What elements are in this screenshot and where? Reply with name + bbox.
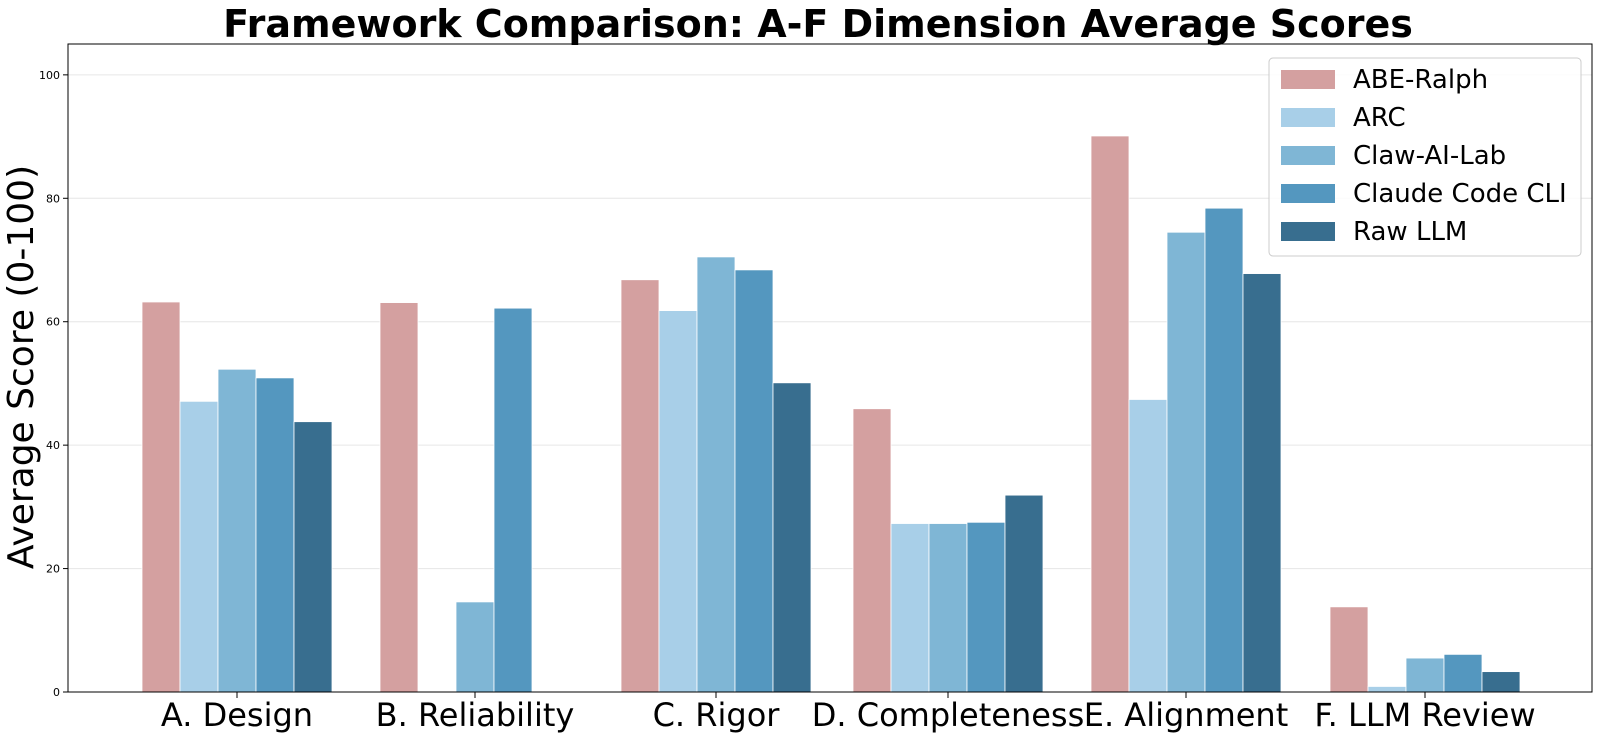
bar-arc bbox=[179, 400, 219, 693]
y-tick-label: 20 bbox=[46, 563, 60, 576]
bar-abe-ralph bbox=[1329, 606, 1369, 693]
x-tick-label: D. Completeness bbox=[812, 696, 1085, 734]
legend-label: ARC bbox=[1353, 103, 1406, 133]
bar-raw-llm bbox=[772, 382, 812, 693]
bar-arc bbox=[1128, 399, 1168, 693]
legend-label: Claude Code CLI bbox=[1353, 179, 1567, 209]
bars bbox=[141, 135, 1521, 693]
bar-abe-ralph bbox=[379, 302, 419, 693]
legend-swatch bbox=[1281, 70, 1335, 89]
bar-claw-ai-lab bbox=[1166, 231, 1206, 693]
legend-label: Raw LLM bbox=[1353, 217, 1467, 247]
y-tick-label: 40 bbox=[46, 439, 60, 452]
bar-claude-code-cli bbox=[1204, 207, 1244, 693]
y-axis-label: Average Score (0-100) bbox=[1, 165, 42, 569]
legend-swatch bbox=[1281, 146, 1335, 165]
bar-arc bbox=[658, 310, 698, 693]
bar-raw-llm bbox=[1481, 671, 1521, 693]
legend-box bbox=[1268, 57, 1582, 257]
y-tick-label: 80 bbox=[46, 192, 60, 205]
y-tick-label: 0 bbox=[53, 686, 60, 699]
bar-abe-ralph bbox=[852, 408, 892, 693]
bar-claude-code-cli bbox=[734, 269, 774, 693]
bar-abe-ralph bbox=[141, 301, 181, 693]
legend-swatch bbox=[1281, 222, 1335, 241]
bar-raw-llm bbox=[1004, 494, 1044, 693]
chart-title: Framework Comparison: A-F Dimension Aver… bbox=[223, 2, 1413, 46]
bar-raw-llm bbox=[293, 421, 333, 693]
bar-claw-ai-lab bbox=[928, 523, 968, 693]
bar-arc bbox=[1367, 686, 1407, 693]
bar-arc bbox=[890, 523, 930, 693]
bar-claw-ai-lab bbox=[217, 368, 257, 693]
bar-claw-ai-lab bbox=[455, 601, 495, 693]
bar-claude-code-cli bbox=[1443, 653, 1483, 693]
bar-claude-code-cli bbox=[493, 307, 533, 693]
axes: 0 20 40 60 80 100 A. Design B. Reliability C. Ri… bbox=[39, 43, 1593, 734]
bar-raw-llm bbox=[1242, 273, 1282, 693]
bar-claude-code-cli bbox=[255, 377, 295, 693]
bar-abe-ralph bbox=[620, 279, 660, 693]
x-tick-label: E. Alignment bbox=[1084, 696, 1289, 734]
legend-swatch bbox=[1281, 184, 1335, 203]
bar-claw-ai-lab bbox=[696, 256, 736, 693]
bar-abe-ralph bbox=[1090, 135, 1130, 693]
x-tick-label: F. LLM Review bbox=[1314, 696, 1535, 734]
legend-label: Claw-AI-Lab bbox=[1353, 141, 1506, 171]
legend-label: ABE-Ralph bbox=[1353, 65, 1488, 95]
bar-claw-ai-lab bbox=[1405, 657, 1445, 693]
x-tick-label: C. Rigor bbox=[653, 696, 781, 734]
legend: ABE-Ralph ARC Claw-AI-Lab Claude Code CLI Ra… bbox=[1268, 57, 1582, 257]
y-tick-label: 60 bbox=[46, 316, 60, 329]
x-tick-label: A. Design bbox=[161, 696, 313, 734]
plot-frame bbox=[67, 43, 1593, 693]
legend-swatch bbox=[1281, 108, 1335, 127]
x-tick-label: B. Reliability bbox=[376, 696, 575, 734]
y-tick-label: 100 bbox=[39, 69, 60, 82]
bar-claude-code-cli bbox=[966, 521, 1006, 693]
